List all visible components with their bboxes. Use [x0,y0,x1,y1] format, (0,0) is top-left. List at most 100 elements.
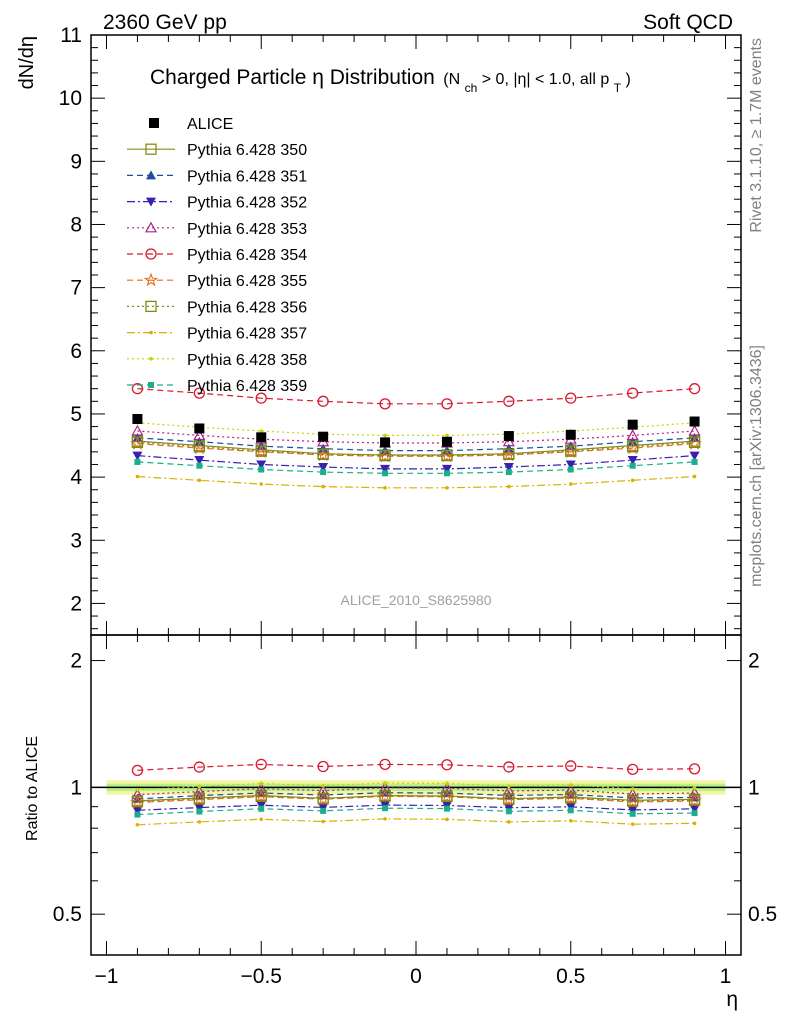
ratio-9-point-1 [196,808,203,815]
legend-item-data: ALICE [149,116,233,133]
y-tick-label-6: 8 [70,213,82,236]
ratio-line-9 [137,807,695,816]
ratio-2-point-0 [132,806,143,816]
ratio-5-point-1 [192,791,207,806]
data-point-9 [689,416,700,427]
ratio-7-point-5 [445,817,449,822]
data-point-7 [565,429,576,440]
ratio-8-point-7 [568,783,573,787]
ratio-7-point-0 [135,822,140,827]
legend-label-9: Pythia 6.428 359 [187,378,307,395]
ratio-9-point-9 [691,810,698,817]
legend-item-2: Pythia 6.428 352 [127,195,307,212]
ratio-6-point-4 [379,790,391,802]
ratio-7-point-2 [259,817,264,822]
legend-label-8: Pythia 6.428 358 [187,352,307,369]
ratio-6-point-0 [131,796,144,808]
ratio-4-point-0 [131,764,144,776]
ratio-tick-label-right-0: 0.5 [748,903,777,926]
series-4-point-9 [688,383,701,395]
ratio-9-point-2 [258,805,265,812]
series-9-point-8 [629,462,636,469]
series-2-point-9 [689,451,700,461]
ratio-9-point-0 [134,811,141,818]
series-6-point-8 [627,441,639,453]
x-tick-label-3: 0.5 [556,965,585,988]
data-series [132,414,700,448]
series-9-point-7 [567,466,574,473]
ratio-2-point-8 [627,805,638,815]
ratio-5-point-0 [130,794,145,809]
ratio-line-7 [137,818,695,826]
series-5-point-1 [192,440,207,455]
series-line-4 [137,388,695,405]
ratio-9-point-3 [320,807,327,814]
ratio-3-point-7 [564,783,577,795]
series-7-point-9 [692,474,697,479]
series-7-point-8 [630,478,635,483]
series-9-point-1 [196,462,203,469]
series-1 [132,432,700,803]
mcplots-label: mcplots.cern.ch [arXiv:1306.3436] [748,345,765,587]
ratio-7-point-9 [692,821,697,826]
series-6-point-0 [131,436,144,449]
plot-title-sub-0: (N [443,71,460,88]
plot-title: Charged Particle η Distribution (N ch > … [150,66,631,96]
ratio-7-point-1 [197,820,202,824]
ratio-tick-label-left-1: 1 [70,776,82,799]
series-6-point-6 [503,448,515,461]
ratio-9-point-4 [382,805,389,812]
series-5-point-2 [253,444,269,459]
ratio-2-point-1 [194,803,205,813]
series-4-point-6 [503,395,515,407]
legend-item-0: Pythia 6.428 350 [127,142,307,159]
series-7-point-4 [383,486,387,490]
series-4-point-0 [131,383,144,395]
ratio-8-point-4 [383,781,387,785]
ratio-4-point-2 [255,758,267,771]
series-4-point-1 [193,387,205,399]
series-8-point-2 [259,429,264,433]
series-5-point-4 [377,448,393,463]
series-3-point-1 [193,429,206,441]
ratio-3-point-8 [626,787,639,799]
ratio-8-point-1 [197,784,202,789]
ratio-line-5 [137,795,695,804]
y-tick-label-5: 7 [70,277,82,300]
header-category-label: Soft QCD [643,11,733,34]
series-4-point-3 [317,395,329,407]
series-7-point-5 [445,486,449,490]
series-9-point-0 [134,458,141,465]
legend-marker-4 [145,248,157,260]
ratio-frame [90,634,742,956]
legend-marker-2 [146,197,156,207]
series-7-point-7 [568,482,573,486]
legend-label-data: ALICE [187,116,233,133]
ratio-7-point-4 [383,817,387,821]
ratio-y-axis-label: Ratio to ALICE [24,736,41,841]
ratio-9-point-7 [567,807,574,814]
legend-label-0: Pythia 6.428 350 [187,142,307,159]
series-8-point-4 [383,433,387,438]
x-tick-label-0: −1 [94,965,118,988]
series-7-point-0 [135,474,140,479]
ratio-4-point-7 [565,760,577,772]
ratio-7-point-6 [507,820,511,824]
ratio-tick-label-right-1: 1 [748,776,760,799]
series-4-point-2 [255,392,267,404]
ratio-6-point-2 [255,790,267,802]
series-5-point-6 [501,447,517,462]
ratio-6-point-3 [317,793,329,805]
ratio-8-point-8 [630,787,635,791]
series-5-point-9 [687,435,702,450]
legend-marker-6 [145,300,157,313]
legend-item-1: Pythia 6.428 351 [127,168,307,185]
series-9 [134,458,698,818]
series-4-point-4 [379,398,391,410]
legend-label-6: Pythia 6.428 356 [187,299,307,316]
analysis-id-label: ALICE_2010_S8625980 [340,592,491,608]
legend-marker-1 [146,170,156,180]
series-6-point-5 [441,449,453,462]
ratio-tick-label-right-2: 2 [748,650,760,673]
